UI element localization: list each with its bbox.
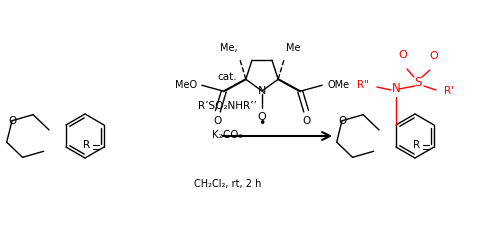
Text: O: O <box>214 116 222 126</box>
Text: •: • <box>258 116 266 130</box>
Text: MeO: MeO <box>174 80 197 90</box>
Text: R': R' <box>444 86 454 96</box>
Text: OMe: OMe <box>327 80 349 90</box>
Text: O: O <box>430 51 438 61</box>
Text: N: N <box>258 86 266 96</box>
Text: O: O <box>398 50 407 60</box>
Text: O: O <box>258 112 266 122</box>
Text: O: O <box>302 116 310 126</box>
Text: O: O <box>9 116 17 126</box>
Text: S: S <box>414 77 422 90</box>
Text: cat.: cat. <box>218 72 238 82</box>
Text: R: R <box>413 140 420 150</box>
Text: CH₂Cl₂, rt, 2 h: CH₂Cl₂, rt, 2 h <box>194 179 261 189</box>
Text: R": R" <box>357 80 369 90</box>
Text: K₂CO₃: K₂CO₃ <box>212 131 243 140</box>
Text: O: O <box>339 116 347 126</box>
Text: Me,: Me, <box>220 43 238 53</box>
Text: Me: Me <box>286 43 300 53</box>
Text: R: R <box>83 140 90 150</box>
Text: R’SO₂NHR’’: R’SO₂NHR’’ <box>198 101 257 111</box>
Text: N: N <box>392 82 400 95</box>
